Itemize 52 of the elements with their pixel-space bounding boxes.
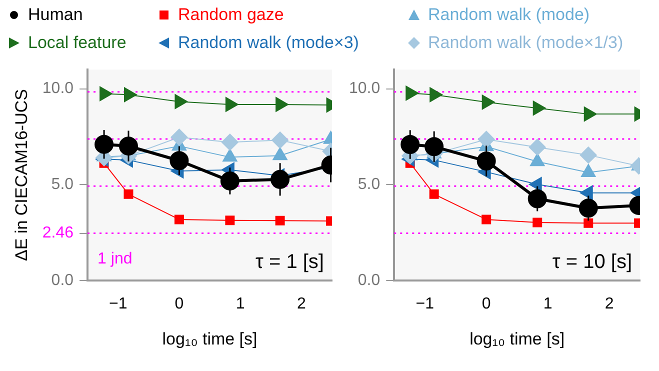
- x-tick-label: −1: [108, 295, 128, 312]
- point: [528, 189, 547, 208]
- x-tick-label: 2: [296, 295, 306, 312]
- point: [170, 151, 189, 170]
- x-axis-title: log₁₀ time [s]: [470, 329, 565, 348]
- x-tick-label: 1: [236, 295, 245, 312]
- point: [275, 216, 285, 226]
- point: [124, 189, 134, 199]
- point: [578, 198, 598, 218]
- x-tick-label: 2: [604, 295, 614, 312]
- legend-label: Random walk (mode×3): [178, 33, 359, 53]
- y-axis-title: ΔE in CIECAM16-UCS: [12, 89, 31, 261]
- point: [532, 218, 542, 228]
- y-tick-label: 2.46: [42, 224, 74, 242]
- point: [584, 218, 594, 228]
- x-tick-label: 0: [482, 295, 491, 312]
- point: [478, 130, 495, 148]
- y-tick-label: 5.0: [358, 176, 380, 193]
- point: [580, 146, 597, 164]
- point: [174, 214, 184, 224]
- point: [170, 128, 188, 146]
- point: [424, 137, 444, 156]
- y-tick-label: 0.0: [358, 272, 380, 289]
- x-axis-title: log₁₀ time [s]: [162, 329, 258, 348]
- y-tick-label: 5.0: [51, 176, 74, 193]
- legend-label: Human: [28, 5, 83, 25]
- point: [94, 134, 114, 154]
- point: [482, 214, 492, 224]
- legend-label: Random gaze: [178, 5, 284, 25]
- point: [270, 170, 290, 189]
- point: [528, 138, 546, 156]
- point: [429, 189, 439, 199]
- point: [221, 134, 238, 151]
- x-tick-label: −1: [416, 295, 434, 312]
- legend-label: Random walk (mode): [428, 5, 590, 25]
- point: [400, 135, 420, 154]
- point: [225, 216, 235, 226]
- annotation: τ = 1 [s]: [256, 250, 324, 273]
- point: [476, 152, 496, 171]
- annotation: τ = 10 [s]: [552, 250, 632, 273]
- legend-label: Local feature: [28, 33, 126, 53]
- legend-label: Random walk (mode×1/3): [428, 33, 624, 53]
- point: [118, 136, 138, 156]
- ref-line-label: 1 jnd: [98, 250, 132, 268]
- y-tick-label: 10.0: [42, 80, 74, 98]
- point: [580, 185, 593, 200]
- x-tick-label: 1: [543, 295, 552, 312]
- y-tick-label: 0.0: [51, 272, 74, 289]
- point: [272, 132, 289, 149]
- y-tick-label: 10.0: [349, 80, 380, 98]
- point: [220, 171, 240, 190]
- x-tick-label: 0: [174, 295, 184, 312]
